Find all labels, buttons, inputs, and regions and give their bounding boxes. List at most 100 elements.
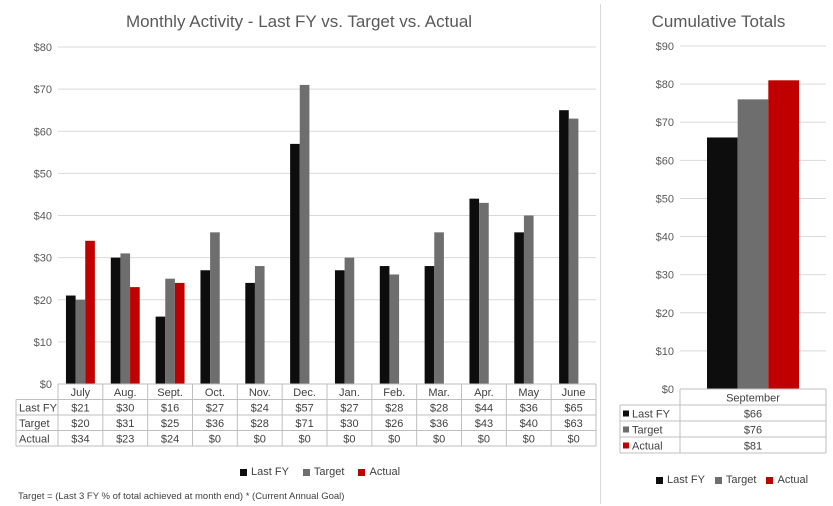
y-tick-label: $70 xyxy=(34,84,52,96)
table-row-label: Actual xyxy=(19,434,50,446)
legend-item-last-fy: Last FY xyxy=(656,474,705,486)
data-label: $44 xyxy=(475,403,493,415)
data-label: $40 xyxy=(520,418,538,430)
data-label: $36 xyxy=(520,403,538,415)
legend-swatch-target xyxy=(302,468,310,476)
bar-actual xyxy=(130,287,140,384)
y-tick-label: $40 xyxy=(656,232,674,244)
data-label: $23 xyxy=(116,434,134,446)
legend-label: Last FY xyxy=(667,474,705,486)
bar-actual xyxy=(85,240,95,384)
chart-legend: Last FY Target Actual xyxy=(656,474,808,486)
y-tick-label: $30 xyxy=(34,253,52,265)
data-label: $76 xyxy=(744,425,762,437)
bar-last-fy xyxy=(707,137,738,389)
data-label: $81 xyxy=(744,441,762,453)
data-label: $66 xyxy=(744,409,762,421)
x-category-label: Feb. xyxy=(383,387,405,399)
legend-item-target: Target xyxy=(302,466,345,478)
data-label: $16 xyxy=(161,403,179,415)
data-label: $20 xyxy=(71,418,89,430)
x-category-label: May xyxy=(518,387,539,399)
y-tick-label: $0 xyxy=(662,384,674,396)
bar-last-fy xyxy=(469,198,480,384)
data-label: $28 xyxy=(251,418,269,430)
bar-last-fy xyxy=(514,232,524,384)
legend-item-target: Target xyxy=(714,474,757,486)
bar-target xyxy=(75,299,86,384)
x-category-label: Mar. xyxy=(428,387,449,399)
data-label: $28 xyxy=(385,403,403,415)
data-label: $0 xyxy=(433,434,445,446)
bar-target xyxy=(165,278,175,384)
y-tick-label: $40 xyxy=(34,211,52,223)
data-label: $30 xyxy=(116,403,134,415)
bar-last-fy xyxy=(245,282,255,384)
data-label: $71 xyxy=(295,418,313,430)
x-category-label: Nov. xyxy=(249,387,271,399)
x-category-label: Aug. xyxy=(114,387,137,399)
bar-target xyxy=(479,202,489,384)
data-label: $57 xyxy=(295,403,313,415)
legend-label: Actual xyxy=(369,466,401,478)
x-category-label: Oct. xyxy=(205,387,225,399)
monthly-activity-plot: $0 $10 $20 $30 $40 $50 $60 $70 $80 July Aug. Sept. O… xyxy=(15,42,597,447)
y-tick-label: $20 xyxy=(34,295,52,307)
legend-swatch-target xyxy=(714,476,722,484)
monthly-activity-chart: Monthly Activity - Last FY vs. Target vs… xyxy=(15,12,597,502)
chart-title: Cumulative Totals xyxy=(651,12,786,31)
table-swatch-target xyxy=(623,426,629,433)
data-label: $63 xyxy=(564,418,582,430)
data-label: $0 xyxy=(388,434,400,446)
data-label: $26 xyxy=(385,418,403,430)
legend-swatch-last-fy xyxy=(656,476,663,484)
y-tick-label: $60 xyxy=(656,155,674,167)
bar-actual xyxy=(768,80,799,390)
x-category-label: September xyxy=(726,393,780,405)
data-label: $65 xyxy=(564,403,582,415)
legend-item-actual: Actual xyxy=(766,474,808,486)
data-label: $0 xyxy=(209,434,221,446)
cumulative-totals-chart: Cumulative Totals $0 $10 $20 $30 $40 $50 $60 $7… xyxy=(604,0,833,506)
bar-last-fy xyxy=(110,257,121,384)
table-swatch-last-fy xyxy=(623,410,629,417)
data-label: $31 xyxy=(116,418,134,430)
y-tick-label: $50 xyxy=(656,193,674,205)
x-category-label: June xyxy=(562,387,586,399)
bar-last-fy xyxy=(155,316,166,384)
table-row-label: Actual xyxy=(632,441,663,453)
bar-last-fy xyxy=(65,295,76,384)
y-tick-label: $10 xyxy=(656,346,674,358)
bar-target xyxy=(120,253,131,384)
y-tick-label: $20 xyxy=(656,308,674,320)
bar-last-fy xyxy=(379,266,390,384)
y-tick-label: $80 xyxy=(656,79,674,91)
bar-target xyxy=(568,118,579,385)
x-category-label: Jan. xyxy=(339,387,360,399)
data-label: $27 xyxy=(340,403,358,415)
table-row-label: Target xyxy=(19,418,50,430)
data-label: $28 xyxy=(430,403,448,415)
data-label: $0 xyxy=(254,434,266,446)
x-category-label: Sept. xyxy=(157,387,183,399)
data-label: $0 xyxy=(343,434,355,446)
data-label: $43 xyxy=(475,418,493,430)
data-label: $36 xyxy=(430,418,448,430)
legend-label: Target xyxy=(313,466,345,478)
legend-item-actual: Actual xyxy=(358,466,400,478)
data-label: $25 xyxy=(161,418,179,430)
bar-target xyxy=(210,232,220,384)
data-label: $21 xyxy=(71,403,89,415)
x-category-label: Dec. xyxy=(293,387,316,399)
y-tick-label: $60 xyxy=(34,126,52,138)
legend-swatch-last-fy xyxy=(240,468,247,476)
table-row-label: Last FY xyxy=(19,403,58,415)
bar-target xyxy=(434,232,444,384)
table-swatch-actual xyxy=(623,442,629,449)
x-category-label: Apr. xyxy=(474,387,494,399)
legend-label: Target xyxy=(725,474,757,486)
bar-target xyxy=(299,84,310,384)
x-category-label: July xyxy=(71,387,91,399)
data-label: $30 xyxy=(340,418,358,430)
data-label: $0 xyxy=(567,434,579,446)
